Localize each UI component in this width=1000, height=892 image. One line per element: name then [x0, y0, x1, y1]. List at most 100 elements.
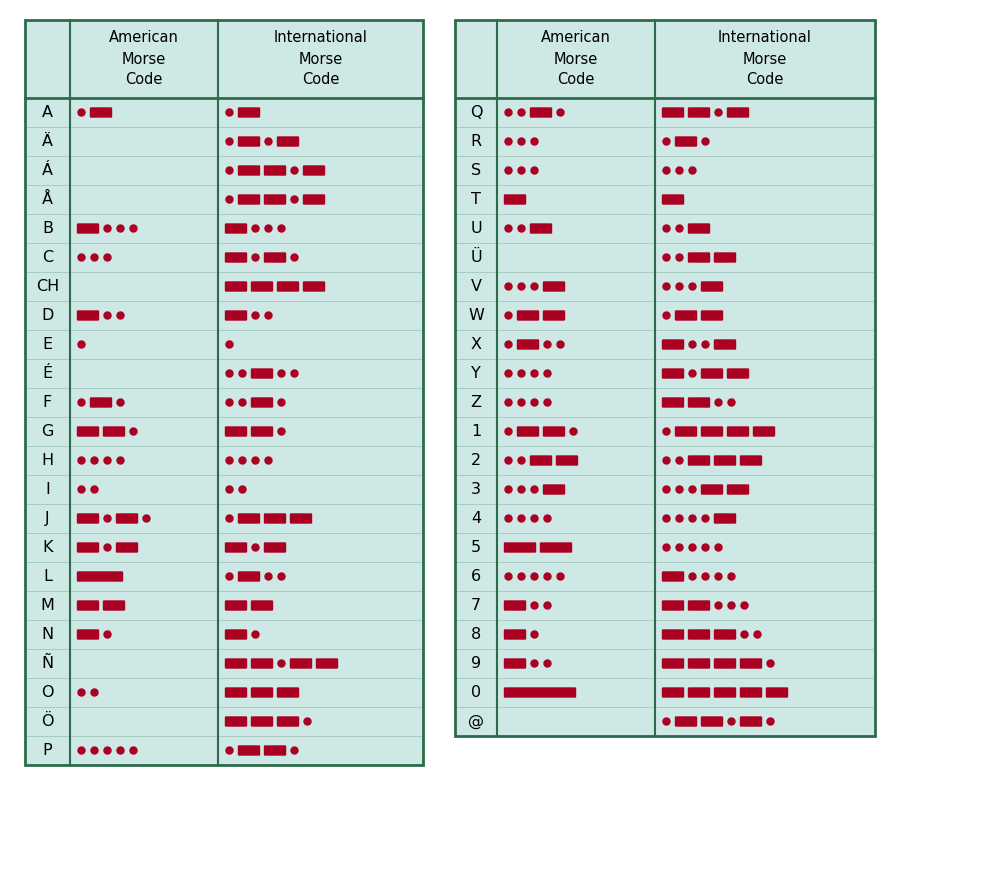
Circle shape [518, 225, 525, 232]
Text: D: D [41, 308, 54, 323]
Circle shape [715, 399, 722, 406]
Circle shape [689, 341, 696, 348]
FancyBboxPatch shape [303, 281, 325, 292]
Circle shape [689, 544, 696, 551]
Circle shape [104, 254, 111, 261]
FancyBboxPatch shape [556, 455, 578, 466]
FancyBboxPatch shape [225, 600, 247, 611]
Circle shape [544, 660, 551, 667]
FancyBboxPatch shape [701, 426, 723, 437]
Text: American
Morse
Code: American Morse Code [541, 30, 611, 87]
Circle shape [663, 428, 670, 435]
Circle shape [505, 283, 512, 290]
FancyBboxPatch shape [688, 455, 710, 466]
FancyBboxPatch shape [238, 107, 260, 118]
Circle shape [104, 225, 111, 232]
Circle shape [676, 457, 683, 464]
Circle shape [278, 428, 285, 435]
Circle shape [728, 573, 735, 580]
Circle shape [226, 167, 233, 174]
Circle shape [663, 138, 670, 145]
Text: I: I [45, 482, 50, 497]
Circle shape [239, 457, 246, 464]
Text: M: M [41, 598, 54, 613]
Text: S: S [471, 163, 481, 178]
FancyBboxPatch shape [662, 571, 684, 582]
FancyBboxPatch shape [740, 658, 762, 669]
Circle shape [130, 225, 137, 232]
Circle shape [663, 457, 670, 464]
Circle shape [239, 370, 246, 377]
Circle shape [689, 167, 696, 174]
FancyBboxPatch shape [225, 223, 247, 234]
Circle shape [689, 370, 696, 377]
Circle shape [676, 515, 683, 522]
Circle shape [265, 225, 272, 232]
FancyBboxPatch shape [264, 746, 286, 756]
Text: International
Morse
Code: International Morse Code [718, 30, 812, 87]
Circle shape [676, 544, 683, 551]
Circle shape [226, 399, 233, 406]
Circle shape [531, 283, 538, 290]
Text: Ñ: Ñ [41, 656, 54, 671]
FancyBboxPatch shape [225, 629, 247, 640]
Text: 5: 5 [471, 540, 481, 555]
Text: X: X [471, 337, 482, 352]
Circle shape [663, 544, 670, 551]
Circle shape [702, 341, 709, 348]
FancyBboxPatch shape [714, 629, 736, 640]
Text: É: É [42, 366, 53, 381]
FancyBboxPatch shape [714, 688, 736, 698]
FancyBboxPatch shape [530, 223, 552, 234]
FancyBboxPatch shape [701, 310, 723, 321]
Circle shape [689, 573, 696, 580]
FancyBboxPatch shape [504, 688, 576, 698]
Text: G: G [41, 424, 54, 439]
FancyBboxPatch shape [662, 629, 684, 640]
Circle shape [265, 138, 272, 145]
FancyBboxPatch shape [662, 339, 684, 350]
FancyBboxPatch shape [675, 426, 697, 437]
FancyBboxPatch shape [103, 600, 125, 611]
FancyBboxPatch shape [688, 658, 710, 669]
FancyBboxPatch shape [225, 716, 247, 727]
Circle shape [505, 109, 512, 116]
FancyBboxPatch shape [77, 513, 99, 524]
Circle shape [78, 341, 85, 348]
Circle shape [689, 283, 696, 290]
FancyBboxPatch shape [504, 658, 526, 669]
Circle shape [663, 225, 670, 232]
FancyBboxPatch shape [264, 513, 286, 524]
FancyBboxPatch shape [225, 658, 247, 669]
Text: Ü: Ü [470, 250, 482, 265]
Circle shape [663, 312, 670, 319]
Text: L: L [43, 569, 52, 584]
FancyBboxPatch shape [238, 513, 260, 524]
Circle shape [91, 254, 98, 261]
Circle shape [570, 428, 577, 435]
Circle shape [143, 515, 150, 522]
Text: Q: Q [470, 105, 482, 120]
Circle shape [252, 457, 259, 464]
Circle shape [226, 486, 233, 493]
Circle shape [505, 225, 512, 232]
Circle shape [91, 486, 98, 493]
FancyBboxPatch shape [264, 252, 286, 263]
Circle shape [78, 399, 85, 406]
FancyBboxPatch shape [303, 165, 325, 176]
FancyBboxPatch shape [714, 513, 736, 524]
Circle shape [78, 689, 85, 696]
FancyBboxPatch shape [251, 658, 273, 669]
Circle shape [518, 167, 525, 174]
Circle shape [78, 747, 85, 754]
FancyBboxPatch shape [662, 688, 684, 698]
FancyBboxPatch shape [688, 688, 710, 698]
FancyBboxPatch shape [504, 194, 526, 204]
Circle shape [265, 312, 272, 319]
Bar [25, 20, 423, 765]
Circle shape [518, 457, 525, 464]
Circle shape [531, 399, 538, 406]
Circle shape [239, 486, 246, 493]
Circle shape [715, 544, 722, 551]
FancyBboxPatch shape [116, 542, 138, 553]
